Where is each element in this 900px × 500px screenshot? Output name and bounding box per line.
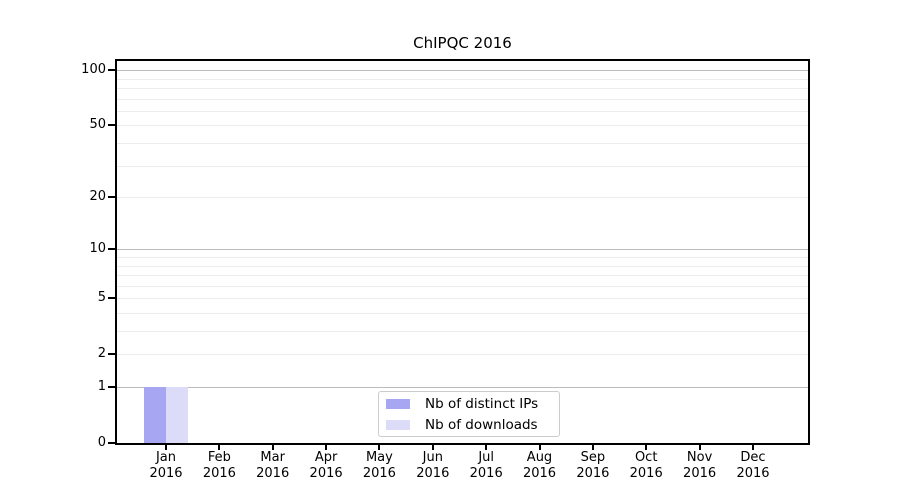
x-tick-label-year: 2016	[522, 466, 557, 481]
x-tick-mark	[218, 445, 221, 450]
minor-gridline	[115, 143, 810, 144]
minor-gridline	[115, 197, 810, 199]
x-tick-label-year: 2016	[309, 466, 343, 481]
x-tick-label-month: Oct	[634, 450, 658, 465]
x-tick-label-year: 2016	[202, 466, 236, 481]
minor-gridline	[115, 88, 810, 89]
y-tick-mark	[108, 353, 115, 356]
minor-gridline	[115, 331, 810, 332]
y-tick-label: 50	[89, 117, 106, 133]
x-tick-label-month: Apr	[314, 450, 338, 465]
legend-item-downloads: Nb of downloads	[386, 417, 551, 433]
bar-jan-distinct-ips	[144, 387, 166, 443]
major-gridline	[115, 70, 810, 72]
y-tick-label: 2	[97, 346, 106, 362]
y-tick-label: 100	[81, 62, 106, 78]
x-tick-mark	[485, 445, 488, 450]
x-tick-label-month: Dec	[740, 450, 766, 465]
major-gridline	[115, 387, 810, 388]
x-tick-mark	[752, 445, 754, 450]
x-tick-label-month: Jul	[478, 450, 495, 465]
x-tick-label-year: 2016	[736, 466, 770, 481]
minor-gridline	[115, 313, 810, 314]
minor-gridline	[115, 98, 810, 100]
x-tick-label-month: May	[365, 450, 393, 465]
minor-gridline	[115, 298, 810, 300]
x-tick-mark	[271, 445, 274, 450]
x-tick-label-month: Nov	[686, 450, 713, 465]
x-tick-label-year: 2016	[629, 466, 663, 481]
x-tick-label-month: Jan	[155, 450, 177, 465]
x-tick-label-month: Feb	[207, 450, 231, 465]
y-tick-mark	[108, 248, 115, 251]
x-tick-label-year: 2016	[149, 466, 183, 481]
x-tick-mark	[325, 445, 328, 450]
legend-swatch-distinct-ips-icon	[386, 398, 410, 409]
x-tick-label-year: 2016	[362, 466, 396, 481]
minor-gridline	[115, 78, 810, 80]
bar-jan-downloads	[166, 387, 188, 443]
y-tick-mark	[108, 69, 115, 72]
y-tick-mark	[108, 442, 115, 444]
y-tick-mark	[108, 124, 115, 127]
x-tick-label-month: Sep	[580, 450, 606, 465]
minor-gridline	[115, 165, 810, 167]
x-tick-label-year: 2016	[576, 466, 610, 481]
y-tick-label: 20	[89, 189, 106, 205]
plot-area	[115, 59, 810, 445]
x-tick-mark	[591, 445, 594, 450]
minor-gridline	[115, 285, 810, 287]
x-tick-label-month: Jun	[422, 450, 443, 465]
x-tick-label-month: Aug	[526, 450, 553, 465]
x-tick-label-year: 2016	[256, 466, 290, 481]
y-tick-mark	[108, 196, 115, 199]
y-tick-mark	[108, 297, 115, 300]
y-tick-mark	[108, 386, 115, 388]
x-tick-label-year: 2016	[469, 466, 503, 481]
x-tick-label-year: 2016	[683, 466, 717, 481]
minor-gridline	[115, 265, 810, 267]
x-tick-mark	[431, 445, 434, 450]
y-tick-label: 5	[97, 290, 106, 306]
x-tick-label-month: Mar	[260, 450, 285, 465]
chart-title: ChIPQC 2016	[413, 34, 512, 52]
minor-gridline	[115, 257, 810, 258]
legend-label-distinct-ips: Nb of distinct IPs	[425, 395, 539, 412]
minor-gridline	[115, 125, 810, 127]
legend-item-distinct-ips: Nb of distinct IPs	[386, 396, 551, 412]
y-tick-label: 1	[97, 379, 106, 394]
y-tick-label: 0	[97, 435, 106, 450]
x-tick-label-year: 2016	[416, 466, 450, 481]
minor-gridline	[115, 110, 810, 112]
legend-label-downloads: Nb of downloads	[425, 416, 538, 433]
major-gridline	[115, 249, 810, 251]
y-tick-label: 10	[89, 241, 106, 257]
legend: Nb of distinct IPs Nb of downloads	[378, 391, 560, 437]
x-tick-mark	[645, 445, 648, 450]
x-tick-mark	[538, 445, 541, 450]
x-tick-mark	[378, 445, 381, 450]
minor-gridline	[115, 354, 810, 356]
x-tick-mark	[698, 445, 701, 450]
x-tick-mark	[165, 445, 167, 450]
minor-gridline	[115, 275, 810, 276]
legend-swatch-downloads-icon	[386, 419, 410, 430]
